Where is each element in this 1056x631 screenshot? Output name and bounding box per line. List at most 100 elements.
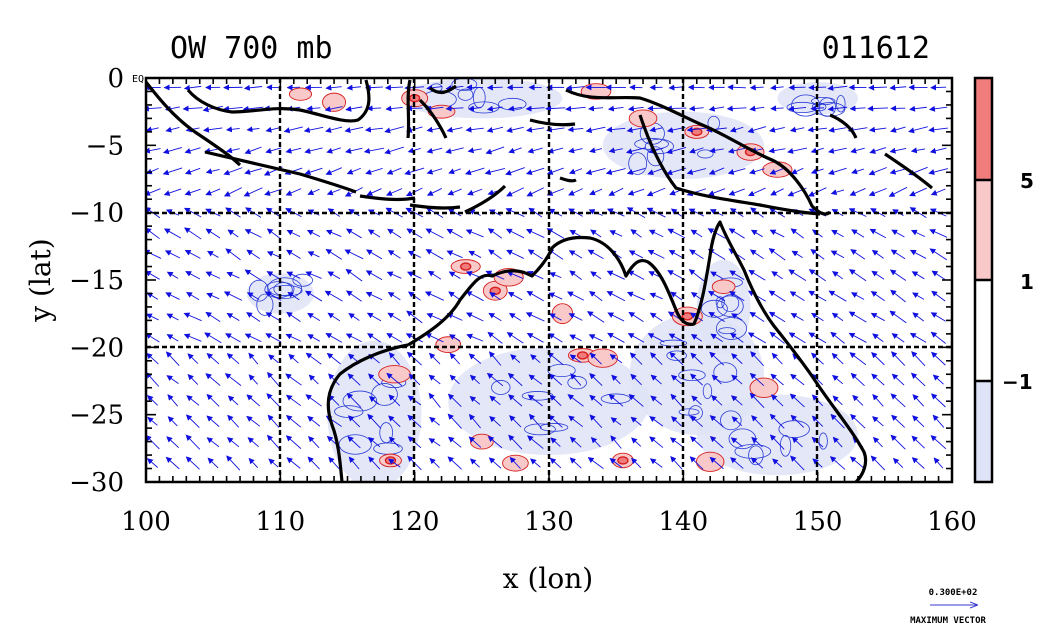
wind-vector-720 bbox=[890, 434, 906, 450]
wind-vector-132 bbox=[268, 458, 279, 468]
wind-vector-552 bbox=[726, 105, 747, 112]
wind-vector-592 bbox=[768, 147, 786, 154]
wind-vector-661 bbox=[832, 395, 843, 406]
y-tick-label-minus10: −10 bbox=[69, 199, 124, 229]
wind-vector-29 bbox=[165, 292, 180, 300]
wind-vector-176 bbox=[326, 188, 341, 196]
wind-vector-660 bbox=[832, 374, 844, 385]
wind-vector-490 bbox=[650, 395, 663, 406]
wind-vector-370 bbox=[526, 271, 544, 280]
wind-vector-355 bbox=[510, 354, 521, 364]
coastline-newbritain bbox=[829, 113, 934, 190]
wind-vector-698 bbox=[871, 373, 885, 386]
wind-vector-738 bbox=[912, 415, 925, 428]
wind-vector-212 bbox=[363, 147, 385, 154]
wind-vector-399 bbox=[565, 84, 585, 91]
wind-vector-302 bbox=[447, 436, 462, 448]
wind-vector-105 bbox=[246, 292, 260, 300]
wind-vector-242 bbox=[386, 372, 403, 387]
wind-vector-391 bbox=[549, 313, 562, 321]
wind-vector-599 bbox=[768, 290, 786, 302]
wind-vector-663 bbox=[832, 436, 843, 448]
chart-title-right: 011612 bbox=[822, 31, 930, 66]
wind-vector-167 bbox=[305, 394, 322, 407]
wind-vector-375 bbox=[528, 374, 543, 385]
wind-vector-729 bbox=[910, 229, 926, 238]
coastline-sumatra bbox=[146, 81, 242, 167]
wind-vector-442 bbox=[608, 187, 624, 196]
wind-vector-708 bbox=[888, 186, 908, 197]
wind-vector-109 bbox=[248, 374, 259, 385]
wind-vector-579 bbox=[748, 269, 766, 281]
wind-vector-390 bbox=[548, 292, 563, 300]
wind-vector-43 bbox=[184, 188, 201, 196]
wind-vector-675 bbox=[851, 292, 865, 300]
wind-vector-129 bbox=[266, 393, 281, 408]
wind-vector-536 bbox=[708, 167, 725, 175]
colorbar-label-minus1: −1 bbox=[1002, 370, 1033, 394]
wind-vector-712 bbox=[889, 269, 907, 281]
negative-contour-3-5 bbox=[720, 410, 742, 431]
wind-vector-190 bbox=[346, 84, 361, 91]
wind-vector-706 bbox=[889, 147, 907, 154]
wind-vector-168 bbox=[307, 415, 321, 427]
wind-vector-276 bbox=[424, 291, 444, 301]
wind-vector-224 bbox=[368, 396, 380, 405]
wind-vector-514 bbox=[688, 105, 704, 112]
wind-vector-655 bbox=[832, 271, 844, 280]
wind-vector-718 bbox=[890, 393, 906, 408]
wind-vector-141 bbox=[286, 249, 301, 259]
wind-vector-522 bbox=[688, 269, 705, 282]
wind-vector-466 bbox=[626, 291, 645, 301]
wind-vector-759 bbox=[933, 457, 944, 469]
wind-vector-537 bbox=[707, 188, 726, 196]
wind-vector-616 bbox=[791, 250, 803, 258]
wind-vector-243 bbox=[388, 394, 401, 407]
x-tick-label-100: 100 bbox=[121, 507, 171, 537]
wind-vector-687 bbox=[869, 147, 887, 154]
wind-vector-504 bbox=[670, 291, 683, 301]
positive-blob-20 bbox=[587, 348, 618, 368]
wind-vector-724 bbox=[908, 126, 928, 134]
wind-vector-603 bbox=[770, 373, 784, 386]
wind-vector-258 bbox=[406, 310, 423, 324]
wind-vector-471 bbox=[628, 393, 644, 407]
wind-vector-494 bbox=[668, 84, 684, 91]
wind-vector-417 bbox=[569, 457, 582, 469]
negative-contour-8-2 bbox=[810, 96, 836, 106]
wind-vector-459 bbox=[625, 147, 646, 155]
wind-vector-191 bbox=[345, 105, 363, 112]
wind-vector-349 bbox=[505, 228, 525, 239]
wind-vector-562 bbox=[731, 313, 743, 321]
positive-blob-4 bbox=[450, 259, 481, 274]
wind-vector-244 bbox=[388, 415, 401, 428]
wind-vector-363 bbox=[526, 126, 545, 133]
wind-vector-451 bbox=[611, 374, 621, 385]
wind-vector-578 bbox=[749, 249, 764, 260]
wind-vector-676 bbox=[848, 311, 867, 323]
wind-vector-713 bbox=[890, 289, 906, 303]
wind-vector-671 bbox=[848, 208, 867, 217]
negative-contour-7-2 bbox=[267, 277, 303, 300]
wind-vector-374 bbox=[530, 354, 541, 364]
coastline-timor bbox=[529, 118, 577, 183]
x-axis-label: x (lon) bbox=[503, 562, 593, 595]
wind-vector-306 bbox=[465, 126, 484, 133]
wind-vector-334 bbox=[488, 312, 502, 322]
wind-vector-605 bbox=[769, 413, 785, 429]
wind-vector-533 bbox=[708, 105, 725, 112]
wind-vector-448 bbox=[607, 312, 625, 322]
coastline-newguinea bbox=[565, 88, 832, 216]
wind-vector-751 bbox=[931, 290, 946, 302]
wind-vector-274 bbox=[425, 249, 444, 260]
wind-vector-659 bbox=[831, 352, 844, 365]
wind-vector-460 bbox=[626, 167, 646, 175]
wind-vector-734 bbox=[909, 332, 927, 343]
wind-vector-596 bbox=[769, 229, 785, 238]
y-tick-label-minus25: −25 bbox=[69, 401, 124, 431]
wind-vector-519 bbox=[688, 208, 705, 217]
wind-vector-656 bbox=[828, 290, 847, 302]
wind-vector-226 bbox=[367, 436, 381, 448]
wind-vector-543 bbox=[708, 311, 725, 323]
wind-vector-745 bbox=[928, 168, 948, 175]
